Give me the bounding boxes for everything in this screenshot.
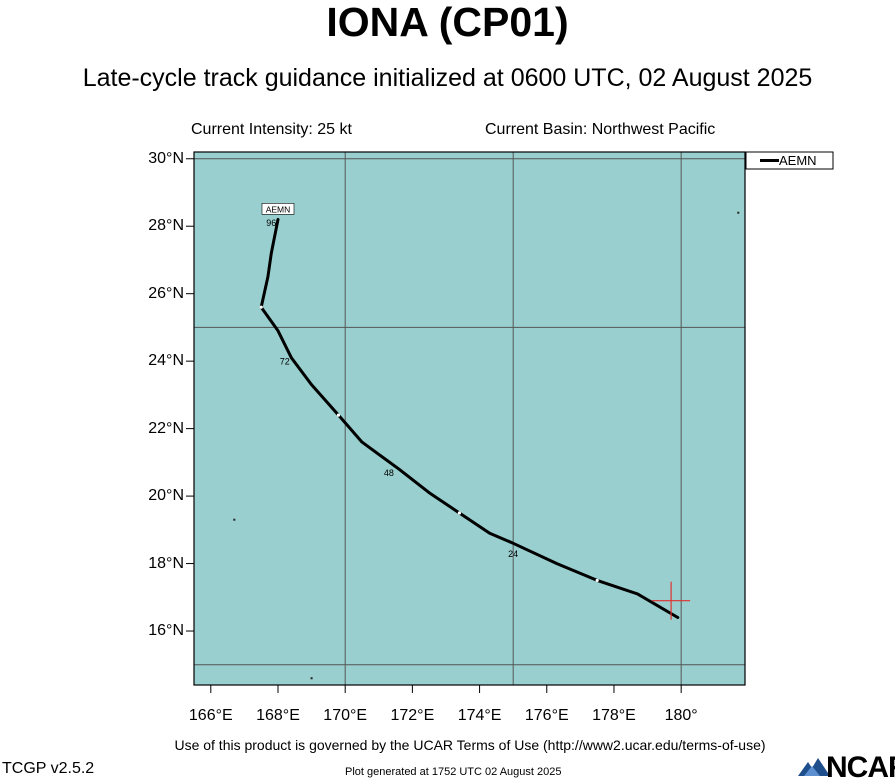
ncar-logo-icon [798,758,830,776]
map-axis-ticks [186,158,682,693]
current-intensity: Current Intensity: 25 kt [191,121,352,138]
track-line-aemn [259,218,680,619]
lat-tick-label: 16°N [148,622,184,640]
lat-tick-label: 22°N [148,419,184,437]
lat-tick-label: 20°N [148,487,184,505]
lon-tick-label: 166°E [188,707,233,724]
track-12h-mark [259,305,263,309]
track-12h-mark [457,511,462,515]
forecast-hour-label: 24 [508,549,518,559]
map-border [193,151,746,686]
forecast-hour-label: 96 [266,218,276,228]
lat-tick-label: 24°N [148,352,184,370]
forecast-hour-label: 48 [384,468,394,478]
lon-tick-label: 174°E [457,707,502,724]
track-12h-mark [595,578,599,583]
legend: AEMN [745,151,834,170]
map-gridlines [194,152,745,685]
lat-tick-label: 28°N [148,217,184,235]
lon-tick-label: 178°E [592,707,636,724]
lon-tick-label: 176°E [524,707,569,724]
current-position [652,581,691,620]
lat-tick-label: 26°N [148,284,184,302]
ncar-logo: NCAR [796,751,895,784]
lat-tick-label: 30°N [148,149,184,167]
storm-subtitle: Late-cycle track guidance initialized at… [82,64,813,92]
generated-timestamp: Plot generated at 1752 UTC 02 August 202… [345,766,562,778]
lon-tick-label: 180° [664,707,698,724]
ncar-logo-text: NCAR [826,751,895,784]
map-frame [194,152,745,685]
version-label: TCGP v2.5.2 [2,760,95,777]
storm-title: IONA (CP01) [326,0,569,45]
lat-tick-label: 18°N [148,554,184,572]
island [233,518,236,521]
current-basin: Current Basin: Northwest Pacific [485,121,716,138]
track-12h-mark [336,413,341,417]
track-end-label: AEMN [266,204,291,214]
island [310,677,313,680]
track-end-label-box [261,203,295,215]
lon-tick-label: 170°E [323,707,368,724]
legend-box [745,151,834,170]
legend-label-aemn: AEMN [779,153,817,168]
forecast-track: 24 48 72 96 AEMN [259,203,680,619]
lon-tick-label: 172°E [390,707,435,724]
forecast-hour-label: 72 [280,357,290,367]
terms-of-use: Use of this product is governed by the U… [174,737,766,753]
lon-tick-label: 168°E [256,707,300,724]
island [737,211,740,214]
map-islands [233,211,740,680]
